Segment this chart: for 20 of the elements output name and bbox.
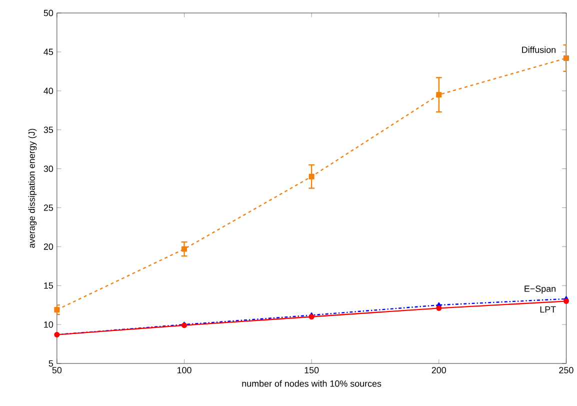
y-tick-label: 40: [44, 87, 54, 94]
y-tick-label: 25: [44, 204, 54, 211]
y-tick-label: 45: [44, 48, 54, 55]
y-tick-label: 10: [44, 321, 54, 328]
y-tick-label: 5: [48, 360, 54, 366]
x-tick-label: 250: [559, 366, 574, 374]
series-label: Diffusion: [522, 46, 556, 53]
x-axis-title: number of nodes with 10% sources: [242, 380, 382, 387]
x-tick-label: 50: [52, 366, 62, 374]
x-tick-label: 100: [177, 366, 192, 374]
series-label: LPT: [540, 306, 556, 312]
series-label: E−Span: [524, 285, 556, 294]
y-tick-label: 30: [44, 165, 54, 172]
y-tick-label: 15: [44, 282, 54, 289]
y-tick-label: 20: [44, 243, 54, 250]
x-tick-label: 200: [432, 366, 446, 374]
y-axis-title: average dissipation energy (J): [28, 128, 37, 248]
y-tick-label: 35: [44, 126, 54, 133]
y-tick-label: 50: [44, 10, 54, 16]
x-tick-label: 150: [304, 366, 319, 374]
